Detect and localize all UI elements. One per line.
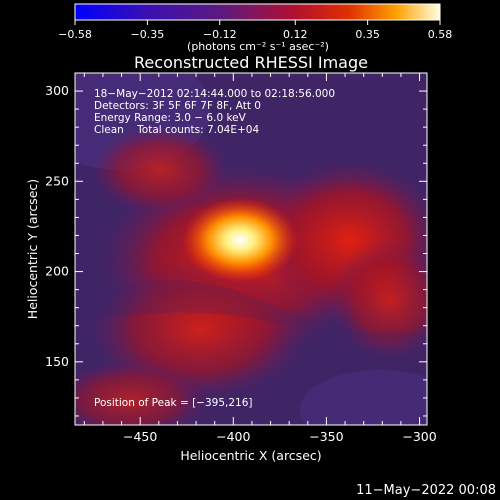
y-axis-ticks: 150 200 250 300 — [45, 72, 427, 417]
x-tick-label: −350 — [309, 429, 343, 444]
colorbar-units: (photons cm⁻² s⁻¹ asec⁻²) — [187, 40, 329, 53]
colorbar-ticks: −0.58 −0.35 −0.12 0.12 0.35 0.58 — [58, 20, 452, 41]
peak-label: Position of Peak = [−395,216] — [94, 397, 253, 409]
annotation-detectors: Detectors: 3F 5F 6F 7F 8F, Att 0 — [94, 100, 261, 112]
timestamp: 11−May−2022 00:08 — [356, 483, 496, 498]
colorbar-tick-label: −0.58 — [58, 28, 92, 41]
colorbar-tick-label: 0.35 — [355, 28, 380, 41]
colorbar-tick-label: 0.58 — [428, 28, 453, 41]
y-axis-label: Heliocentric Y (arcsec) — [25, 179, 40, 319]
annotation-counts: Clean Total counts: 7.04E+04 — [94, 124, 259, 136]
colorbar — [74, 3, 441, 21]
annotation-block: 18−May−2012 02:14:44.000 to 02:18:56.000… — [94, 88, 335, 136]
x-tick-label: −450 — [123, 429, 157, 444]
colorbar-tick-label: −0.35 — [131, 28, 165, 41]
y-tick-label: 200 — [45, 264, 69, 279]
y-tick-label: 250 — [45, 173, 69, 188]
chart-title: Reconstructed RHESSI Image — [134, 53, 368, 72]
y-tick-label: 300 — [45, 83, 69, 98]
x-axis-ticks: −450 −400 −350 −300 — [83, 73, 437, 444]
x-axis-label: Heliocentric X (arcsec) — [180, 448, 321, 463]
heatmap-image — [75, 73, 427, 425]
y-tick-label: 150 — [45, 354, 69, 369]
annotation-time: 18−May−2012 02:14:44.000 to 02:18:56.000 — [94, 88, 335, 100]
x-tick-label: −300 — [402, 429, 436, 444]
x-tick-label: −400 — [216, 429, 250, 444]
plot-frame — [74, 72, 428, 426]
colorbar-tick-label: 0.12 — [283, 28, 308, 41]
colorbar-tick-label: −0.12 — [203, 28, 237, 41]
annotation-energy: Energy Range: 3.0 − 6.0 keV — [94, 112, 247, 124]
